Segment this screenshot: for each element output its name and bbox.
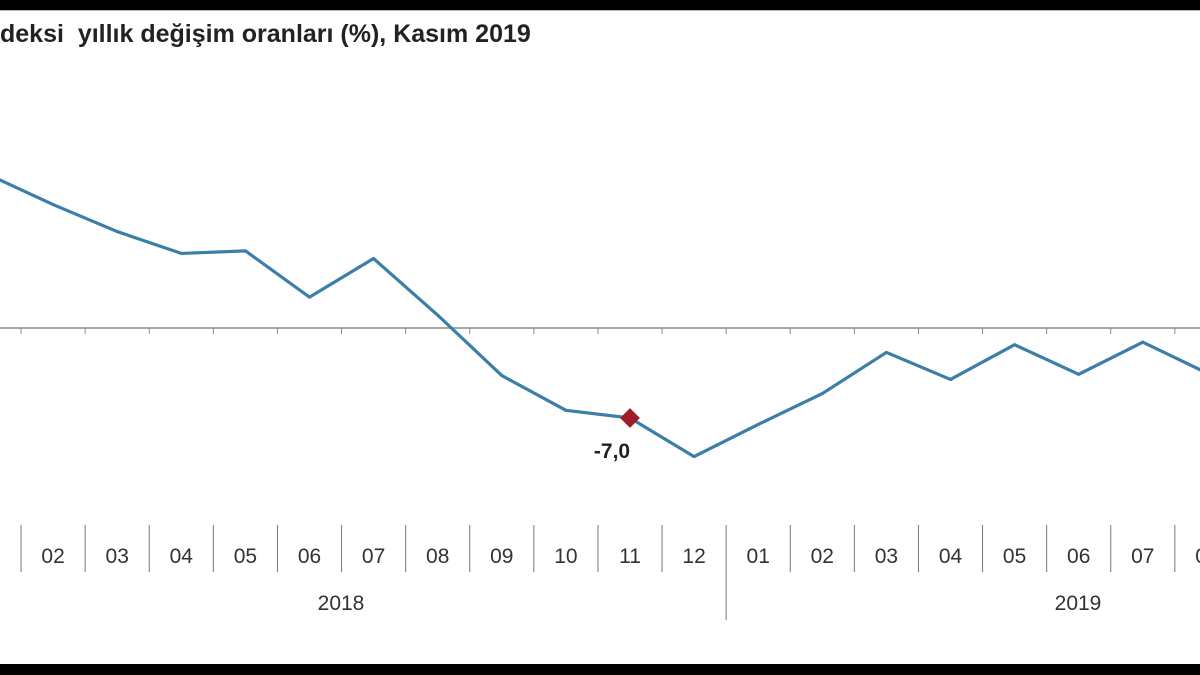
data-label: -7,0 bbox=[594, 440, 630, 463]
data-point bbox=[1141, 340, 1145, 344]
highlight-marker bbox=[620, 408, 640, 428]
chart-title: deksi yıllık değişim oranları (%), Kasım… bbox=[0, 20, 531, 48]
x-tick-label: 03 bbox=[875, 545, 898, 568]
data-point bbox=[692, 455, 696, 459]
data-point bbox=[115, 230, 119, 234]
data-point bbox=[756, 422, 760, 426]
data-point bbox=[500, 374, 504, 378]
x-tick-label: 06 bbox=[298, 545, 321, 568]
year-label: 2018 bbox=[318, 592, 365, 615]
x-tick-label: 12 bbox=[682, 545, 705, 568]
x-tick-label: 01 bbox=[747, 545, 770, 568]
x-tick-label: 02 bbox=[41, 545, 64, 568]
x-tick-label: 04 bbox=[170, 545, 194, 568]
x-tick-label: 07 bbox=[1131, 545, 1154, 568]
chart-area bbox=[0, 10, 1200, 664]
data-point bbox=[884, 350, 888, 354]
data-point bbox=[243, 249, 247, 253]
x-tick-label: 03 bbox=[106, 545, 129, 568]
data-point bbox=[1013, 343, 1017, 347]
x-tick-label: 10 bbox=[554, 545, 577, 568]
x-tick-label: 02 bbox=[811, 545, 834, 568]
data-point bbox=[179, 251, 183, 255]
data-point bbox=[372, 257, 376, 261]
data-point bbox=[436, 313, 440, 317]
year-label: 2019 bbox=[1055, 592, 1102, 615]
x-tick-label: 09 bbox=[490, 545, 513, 568]
data-point bbox=[51, 203, 55, 207]
x-tick-label: 05 bbox=[1003, 545, 1026, 568]
x-tick-label: 11 bbox=[619, 545, 641, 568]
x-tick-label: 04 bbox=[939, 545, 963, 568]
x-tick-label: 06 bbox=[1067, 545, 1090, 568]
data-point bbox=[820, 392, 824, 396]
x-tick-label: 05 bbox=[234, 545, 257, 568]
data-point bbox=[308, 295, 311, 299]
x-tick-label: 01 bbox=[0, 545, 1, 568]
series-line bbox=[0, 178, 1200, 459]
data-point bbox=[1077, 372, 1081, 376]
x-tick-label: 07 bbox=[362, 545, 385, 568]
x-tick-label: 08 bbox=[426, 545, 449, 568]
data-point bbox=[949, 377, 952, 381]
x-tick-label: 08 bbox=[1195, 545, 1200, 568]
data-point bbox=[564, 408, 568, 412]
